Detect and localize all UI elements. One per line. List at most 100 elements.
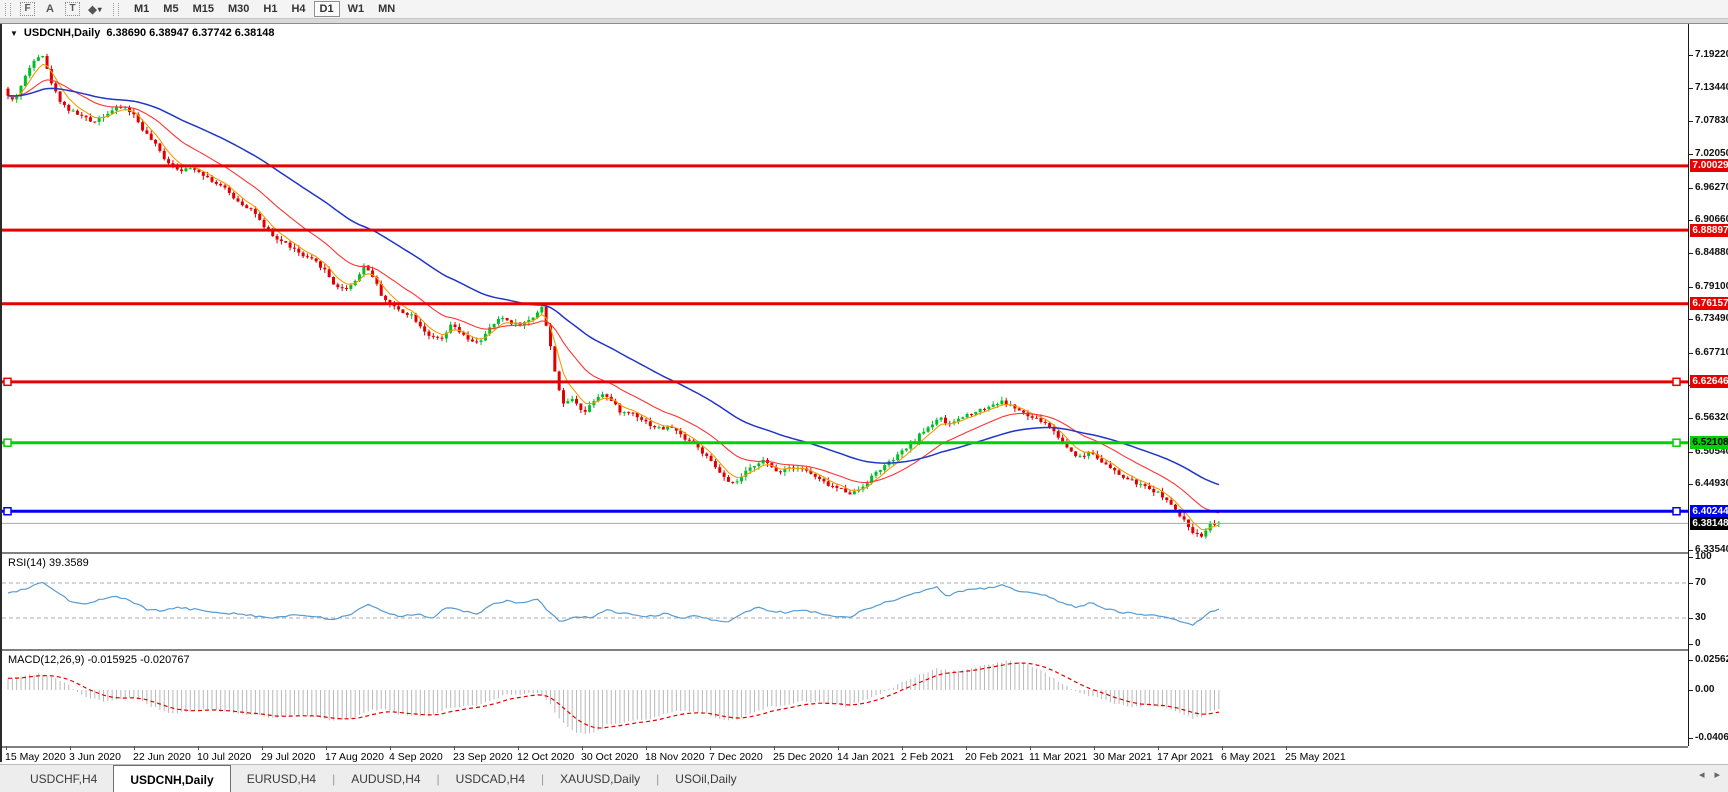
timeframe-buttons: M1 M5 M15 M30 H1 H4 D1 W1 MN <box>128 1 401 17</box>
panel-separator[interactable] <box>2 552 1688 554</box>
timeframe-button-h1[interactable]: H1 <box>263 3 278 15</box>
grid-f-icon[interactable]: F <box>20 2 35 16</box>
date-tick <box>902 746 903 750</box>
chart-top-scrollbar[interactable] <box>0 19 1728 24</box>
date-axis-label: 25 Dec 2020 <box>773 751 833 763</box>
date-axis-label: 7 Dec 2020 <box>709 751 763 763</box>
timeframe-button-mn[interactable]: MN <box>378 3 396 15</box>
rsi-axis-label: 0 <box>1695 638 1701 649</box>
date-tick <box>710 746 711 750</box>
macd-panel[interactable]: MACD(12,26,9) -0.015925 -0.020767 <box>2 651 1688 746</box>
timeframe-button-m5[interactable]: M5 <box>163 3 179 15</box>
timeframe-button-m1[interactable]: M1 <box>134 3 150 15</box>
date-tick <box>582 746 583 750</box>
axis-tick <box>1689 154 1693 155</box>
tab-separator: | <box>656 771 660 786</box>
date-tick <box>198 746 199 750</box>
date-axis-label: 4 Sep 2020 <box>389 751 443 763</box>
rsi-panel[interactable]: RSI(14) 39.3589 <box>2 554 1688 649</box>
price-axis-label: 7.19220 <box>1695 49 1728 60</box>
chart-tab-audusd[interactable]: AUDUSD,H4 <box>351 772 421 786</box>
price-axis-label: 7.02050 <box>1695 148 1728 159</box>
date-tick <box>774 746 775 750</box>
chart-tab-xauusd[interactable]: XAUUSD,Daily <box>560 772 641 786</box>
rsi-label: RSI(14) 39.3589 <box>8 557 89 569</box>
tab-scroll-right-icon[interactable]: ▸ <box>1714 769 1720 781</box>
axis-tick <box>1689 287 1693 288</box>
timeframe-button-d1[interactable]: D1 <box>313 1 340 17</box>
timeframe-button-h4[interactable]: H4 <box>291 3 306 15</box>
date-axis-label: 30 Mar 2021 <box>1093 751 1152 763</box>
date-tick <box>134 746 135 750</box>
axis-tick <box>1689 644 1693 645</box>
level-price-badge: 6.40244 <box>1690 505 1728 518</box>
date-tick <box>6 746 7 750</box>
rsi-chart[interactable] <box>2 554 1688 649</box>
date-axis-label: 10 Jul 2020 <box>197 751 252 763</box>
date-axis-label: 2 Feb 2021 <box>901 751 955 763</box>
date-axis-label: 22 Jun 2020 <box>133 751 191 763</box>
toolbar-grip[interactable] <box>5 2 11 16</box>
axis-tick <box>1689 220 1693 221</box>
price-axis[interactable]: 7.19220 7.13440 7.07830 7.02050 6.96270 6.906… <box>1688 24 1728 746</box>
date-tick <box>70 746 71 750</box>
date-tick <box>262 746 263 750</box>
dropdown-caret-icon[interactable]: ▾ <box>97 4 102 14</box>
price-axis-label: 6.44930 <box>1695 478 1728 489</box>
chart-symbol-period: USDCNH,Daily <box>23 27 101 39</box>
tab-scroll-left-icon[interactable]: ◂ <box>1698 769 1705 781</box>
chart-tab-usdchf[interactable]: USDCHF,H4 <box>30 772 98 786</box>
price-axis-label: 6.84880 <box>1695 247 1728 258</box>
chart-tab-usdcad[interactable]: USDCAD,H4 <box>455 772 526 786</box>
timeframe-button-w1[interactable]: W1 <box>347 3 365 15</box>
tab-separator: | <box>541 771 545 786</box>
chart-tab-usoil[interactable]: USOil,Daily <box>675 772 737 786</box>
axis-tick <box>1689 738 1693 739</box>
rsi-axis-label: 30 <box>1695 612 1707 623</box>
date-axis-label: 12 Oct 2020 <box>517 751 575 763</box>
date-axis-label: 15 May 2020 <box>5 751 66 763</box>
axis-tick <box>1689 55 1693 56</box>
axis-tick <box>1689 188 1693 189</box>
chart-context-arrow-icon[interactable]: ▼ <box>10 28 18 38</box>
date-axis[interactable]: 15 May 2020 3 Jun 2020 22 Jun 2020 10 Jul 2… <box>2 746 1728 764</box>
axis-tick <box>1689 484 1693 485</box>
chart-tab-eurusd[interactable]: EURUSD,H4 <box>246 772 317 786</box>
price-axis-label: 6.33540 <box>1695 544 1728 555</box>
level-price-badge: 6.76157 <box>1690 297 1728 310</box>
timeframe-button-m30[interactable]: M30 <box>227 3 250 15</box>
date-axis-label: 14 Jan 2021 <box>837 751 895 763</box>
date-axis-label: 17 Apr 2021 <box>1157 751 1214 763</box>
label-a-icon[interactable]: A <box>46 3 54 15</box>
chart-window: ▼ USDCNH,Daily 6.38690 6.38947 6.37742 6… <box>0 24 1728 764</box>
toolbar-grip[interactable] <box>113 2 119 16</box>
date-axis-label: 18 Nov 2020 <box>645 751 705 763</box>
date-axis-label: 30 Oct 2020 <box>581 751 639 763</box>
main-chart-panel[interactable]: ▼ USDCNH,Daily 6.38690 6.38947 6.37742 6… <box>2 24 1688 552</box>
timeframe-button-m15[interactable]: M15 <box>192 3 214 15</box>
axis-tick <box>1689 618 1693 619</box>
tab-scroll-buttons: ◂ ▸ <box>1699 768 1720 781</box>
chart-tab-usdcnh[interactable]: USDCNH,Daily <box>113 765 231 792</box>
axis-tick <box>1689 418 1693 419</box>
date-tick <box>1158 746 1159 750</box>
top-toolbar: F A T ◆ ▾ M1 M5 M15 M30 H1 H4 D1 W1 MN <box>0 0 1728 19</box>
shapes-icon[interactable]: ◆ ▾ <box>88 3 102 16</box>
axis-tick <box>1689 253 1693 254</box>
date-tick <box>1094 746 1095 750</box>
chart-tabs: USDCHF,H4 USDCNH,Daily EURUSD,H4 | AUDUSD,H4… <box>14 765 753 792</box>
date-axis-label: 6 May 2021 <box>1221 751 1276 763</box>
price-axis-label: 6.73490 <box>1695 313 1728 324</box>
text-tool-icon[interactable]: T <box>65 2 80 16</box>
date-axis-label: 20 Feb 2021 <box>965 751 1024 763</box>
rsi-axis-label: 70 <box>1695 577 1707 588</box>
candlestick-chart[interactable] <box>2 24 1688 552</box>
chart-tab-bar: USDCHF,H4 USDCNH,Daily EURUSD,H4 | AUDUSD,H4… <box>0 764 1728 792</box>
axis-tick <box>1689 550 1693 551</box>
macd-chart[interactable] <box>2 651 1688 746</box>
macd-axis-label: 0.025623 <box>1695 654 1728 665</box>
panel-separator[interactable] <box>2 649 1688 651</box>
date-tick <box>838 746 839 750</box>
price-axis-label: 6.50540 <box>1695 446 1728 457</box>
level-price-badge: 6.88897 <box>1690 224 1728 237</box>
